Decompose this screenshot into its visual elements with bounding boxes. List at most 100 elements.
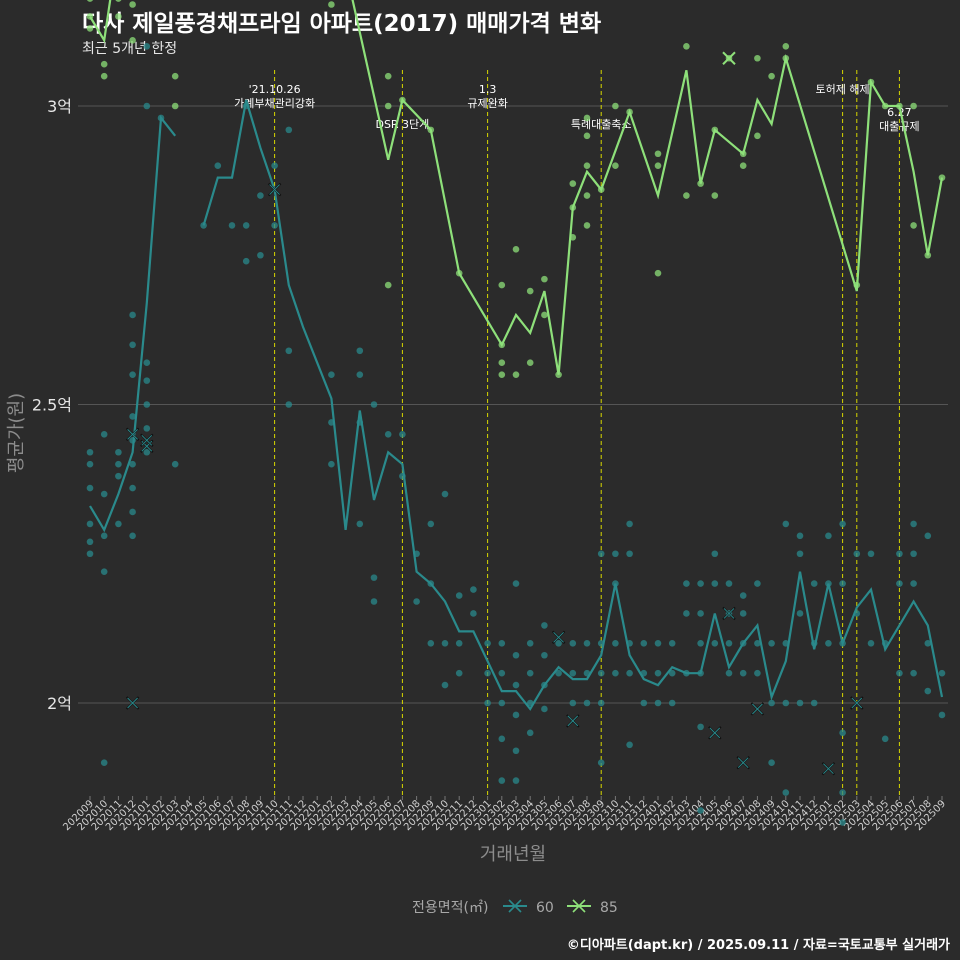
data-point-60 xyxy=(640,699,648,707)
data-point-60 xyxy=(512,747,520,755)
data-point-85 xyxy=(498,371,506,378)
data-point-60 xyxy=(512,580,520,587)
data-point-60 xyxy=(768,640,775,647)
data-point-60 xyxy=(754,669,761,677)
data-point-60 xyxy=(242,222,250,229)
data-point-60 xyxy=(583,640,591,647)
data-point-60 xyxy=(896,580,903,587)
data-point-85 xyxy=(683,192,690,199)
data-point-60 xyxy=(683,610,690,617)
data-point-60 xyxy=(484,699,491,707)
data-point-85 xyxy=(86,25,94,32)
data-point-60 xyxy=(725,640,733,647)
data-point-60 xyxy=(626,520,633,528)
data-point-60 xyxy=(640,640,648,647)
data-point-60 xyxy=(867,550,875,558)
data-point-60 xyxy=(86,538,94,546)
data-point-85 xyxy=(683,43,690,50)
data-point-60 xyxy=(271,222,278,229)
data-point-60 xyxy=(328,371,335,378)
data-point-60 xyxy=(526,669,534,677)
data-point-60 xyxy=(697,580,704,587)
data-point-60 xyxy=(129,311,136,319)
data-point-60 xyxy=(796,532,804,540)
data-point-60 xyxy=(470,586,477,593)
data-point-60 xyxy=(129,484,136,492)
data-point-60 xyxy=(115,520,122,528)
data-point-60 xyxy=(427,640,435,647)
data-point-60 xyxy=(754,640,761,647)
data-point-85 xyxy=(498,359,506,367)
data-point-60 xyxy=(86,484,94,492)
data-point-60 xyxy=(129,532,136,540)
data-point-60 xyxy=(810,580,818,587)
legend-label: 60 xyxy=(536,900,554,916)
data-point-60 xyxy=(370,574,378,581)
event-label: 1.3 규제완화 xyxy=(467,83,507,110)
data-point-60 xyxy=(739,610,747,617)
data-point-60 xyxy=(427,520,435,528)
data-point-60 xyxy=(597,699,605,707)
data-point-85 xyxy=(129,1,136,8)
data-point-60 xyxy=(86,448,94,456)
data-point-85 xyxy=(583,114,591,122)
data-point-85 xyxy=(612,162,619,169)
cancelled-mark-inner xyxy=(737,757,749,769)
data-point-60 xyxy=(242,257,250,265)
data-point-85 xyxy=(654,162,662,169)
event-label: 특례대출축소 xyxy=(571,118,632,131)
data-point-60 xyxy=(100,759,108,766)
data-point-60 xyxy=(569,669,577,677)
data-point-60 xyxy=(839,789,846,796)
data-point-85 xyxy=(754,54,761,62)
data-point-85 xyxy=(100,60,108,68)
data-point-60 xyxy=(541,622,548,629)
data-point-60 xyxy=(115,460,122,468)
y-tick-label: 3억 xyxy=(47,97,72,116)
data-point-60 xyxy=(370,598,378,605)
data-point-60 xyxy=(100,532,108,540)
data-point-60 xyxy=(498,640,506,647)
data-point-85 xyxy=(541,311,548,319)
data-point-85 xyxy=(711,192,719,199)
data-point-60 xyxy=(455,640,463,647)
data-point-60 xyxy=(498,777,506,784)
data-point-60 xyxy=(938,711,946,719)
series-line-60 xyxy=(89,99,944,711)
cancelled-mark-inner xyxy=(851,697,863,709)
data-point-85 xyxy=(583,132,591,140)
data-point-60 xyxy=(711,580,719,587)
data-point-60 xyxy=(370,401,378,408)
data-point-60 xyxy=(129,413,136,420)
data-point-60 xyxy=(910,520,917,528)
cancelled-mark-inner xyxy=(127,428,138,440)
data-point-60 xyxy=(910,669,917,677)
data-point-85 xyxy=(171,72,179,80)
data-point-60 xyxy=(924,640,932,647)
data-point-60 xyxy=(384,431,392,438)
data-point-60 xyxy=(484,669,491,677)
data-point-60 xyxy=(597,669,605,677)
chart-title: 다사 제일풍경채프라임 아파트(2017) 매매가격 변화 xyxy=(82,11,602,37)
data-point-60 xyxy=(768,759,775,766)
data-point-60 xyxy=(143,102,151,110)
data-point-85 xyxy=(768,72,775,80)
data-point-60 xyxy=(129,371,136,378)
event-label: 토허제 해제 xyxy=(816,82,870,96)
data-point-60 xyxy=(498,699,506,707)
data-point-60 xyxy=(455,592,463,599)
data-point-60 xyxy=(257,192,264,199)
data-point-85 xyxy=(129,37,136,44)
data-point-60 xyxy=(896,669,903,677)
data-point-60 xyxy=(910,580,917,587)
data-point-60 xyxy=(455,669,463,677)
data-point-60 xyxy=(612,550,619,558)
data-point-60 xyxy=(697,610,704,617)
data-point-60 xyxy=(512,777,520,784)
data-point-60 xyxy=(668,699,676,707)
data-point-60 xyxy=(881,735,889,743)
data-point-60 xyxy=(782,699,790,707)
data-point-60 xyxy=(697,807,704,814)
